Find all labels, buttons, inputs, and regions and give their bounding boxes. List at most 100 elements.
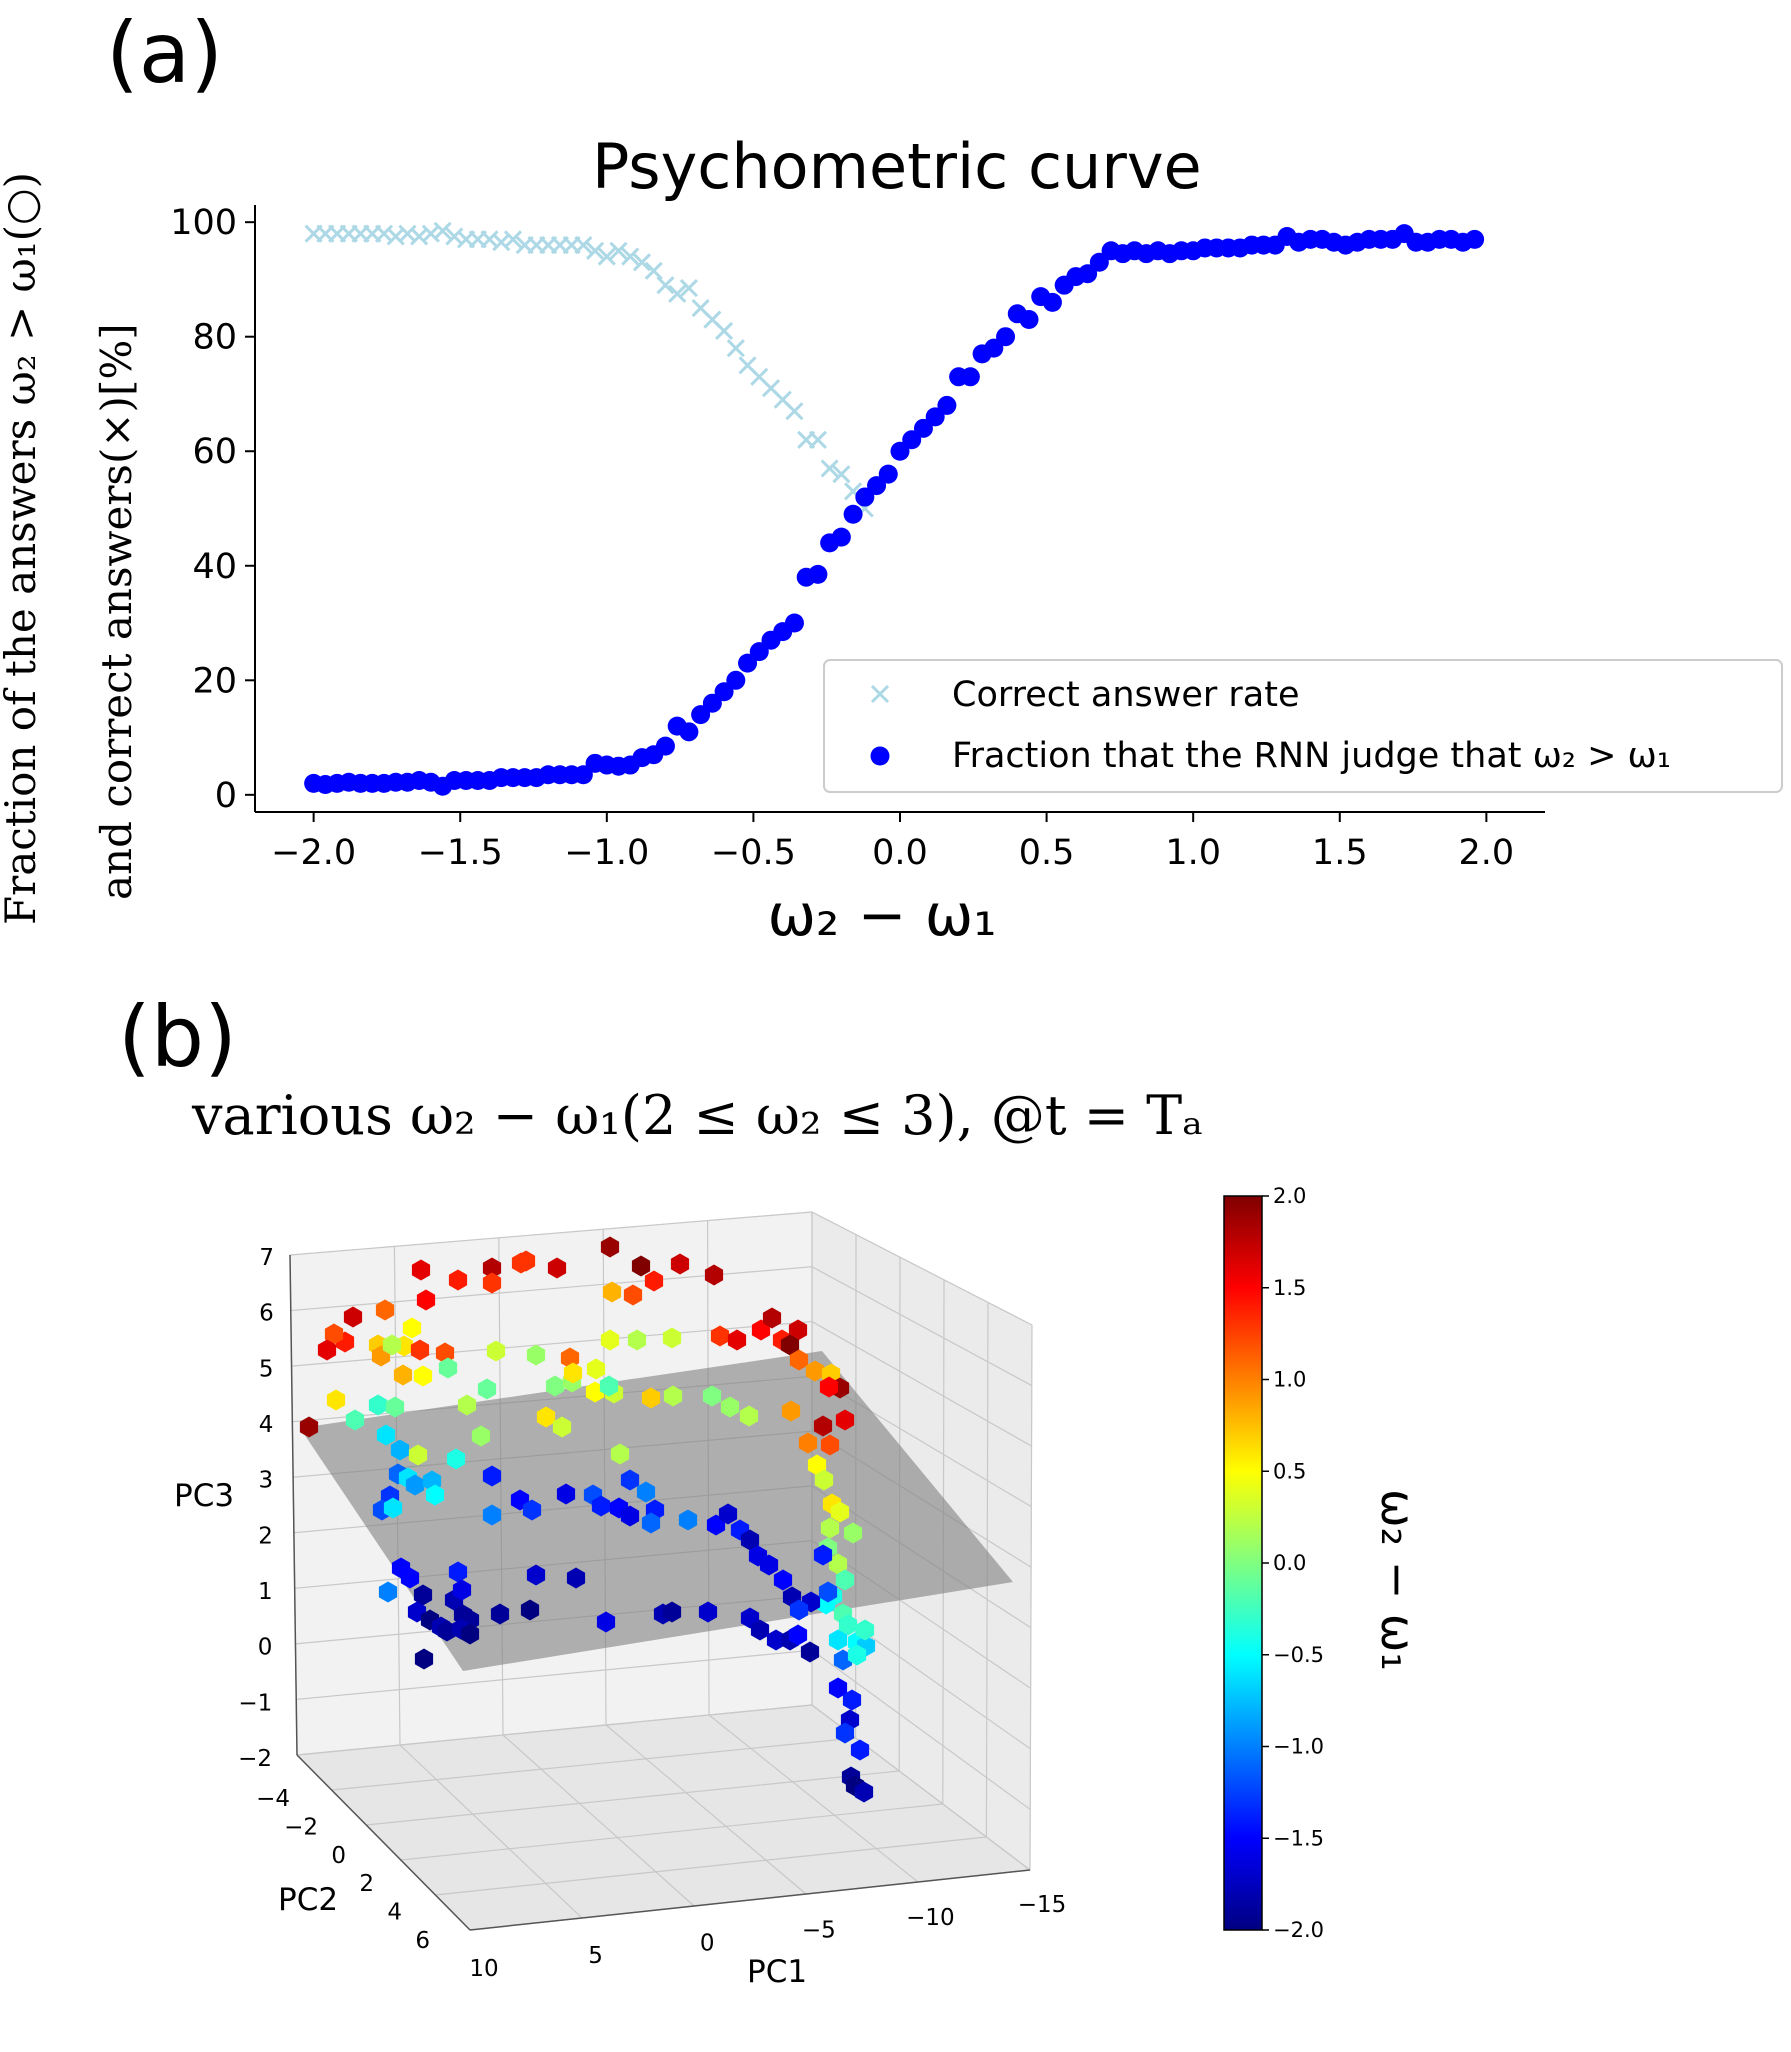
pc3-tick-label: −2 bbox=[238, 1746, 272, 1772]
pca-state-point bbox=[600, 1329, 620, 1351]
panel-b-label: (b) bbox=[118, 988, 237, 1086]
pca-state-point bbox=[510, 1489, 530, 1511]
pc1-tick-label: −10 bbox=[906, 1905, 955, 1931]
pc3-tick-label: −1 bbox=[238, 1690, 272, 1716]
pca-state-point bbox=[636, 1481, 656, 1503]
pca-state-point bbox=[845, 1775, 865, 1797]
pca-state-point bbox=[698, 1601, 718, 1623]
pca-state-point bbox=[788, 1624, 808, 1646]
grid-line bbox=[706, 1220, 710, 1716]
pc3-tick-label: 5 bbox=[259, 1356, 274, 1382]
grid-line bbox=[498, 1237, 504, 1736]
pca-state-point bbox=[835, 1569, 855, 1591]
pc2-tick-label: 6 bbox=[415, 1928, 430, 1954]
rnn-fraction-point bbox=[573, 765, 593, 785]
pca-state-point bbox=[425, 1484, 445, 1506]
pca-state-point bbox=[800, 1641, 820, 1663]
correct-rate-point bbox=[726, 339, 745, 358]
grid-line bbox=[811, 1594, 1031, 1750]
rnn-fraction-point bbox=[937, 395, 957, 415]
rnn-fraction-point bbox=[1465, 229, 1485, 249]
y-tick-label: 0 bbox=[215, 776, 237, 816]
pca-state-point bbox=[511, 1252, 531, 1274]
pca-state-point bbox=[526, 1344, 546, 1366]
chart-b-title: various ω₂ − ω₁(2 ≤ ω₂ ≤ 3), @t = Tₐ bbox=[192, 1084, 1204, 1147]
pca-state-point bbox=[391, 1557, 411, 1579]
pca-state-point bbox=[813, 1544, 833, 1566]
grid-line bbox=[296, 1649, 813, 1701]
chart-b-panes bbox=[289, 1211, 1033, 1931]
pc3-axis-label: PC3 bbox=[174, 1478, 234, 1514]
colorbar bbox=[1223, 1195, 1263, 1931]
rnn-fraction-point bbox=[1019, 310, 1039, 330]
correct-rate-point bbox=[808, 430, 827, 449]
pca-state-point bbox=[662, 1327, 682, 1349]
grid-line bbox=[811, 1540, 1032, 1689]
pca-state-point bbox=[486, 1340, 506, 1362]
pc1-axis-line bbox=[469, 1869, 1031, 1931]
legend-marker-correct bbox=[870, 684, 890, 704]
pca-state-point bbox=[820, 1517, 840, 1539]
pca-state-point bbox=[706, 1514, 726, 1536]
pca-state-point bbox=[382, 1334, 402, 1356]
rnn-fraction-point bbox=[749, 642, 769, 662]
grid-line bbox=[366, 1770, 900, 1826]
chart-b-points bbox=[299, 1236, 876, 1803]
pca-state-point bbox=[596, 1611, 616, 1633]
rnn-fraction-point bbox=[831, 527, 851, 547]
pca-state-point bbox=[740, 1607, 760, 1629]
grid-line bbox=[811, 1375, 1032, 1508]
pca-state-point bbox=[556, 1483, 576, 1505]
pca-state-point bbox=[413, 1584, 433, 1606]
pca-state-point bbox=[583, 1484, 603, 1506]
pca-state-point bbox=[645, 1499, 665, 1521]
pca-state-point bbox=[623, 1284, 643, 1306]
grid-line bbox=[295, 1594, 813, 1645]
pca-state-point bbox=[599, 1375, 619, 1397]
pca-state-point bbox=[678, 1509, 698, 1531]
pca-state-point bbox=[781, 1400, 801, 1422]
rnn-fraction-point bbox=[984, 338, 1004, 358]
pc1-axis-label: PC1 bbox=[747, 1954, 807, 1990]
pca-state-point bbox=[437, 1620, 457, 1642]
pc3-tick-label: 0 bbox=[258, 1635, 273, 1661]
chart-a-x-ticks: −2.0 −1.5 −1.0 −0.5 0.0 0.5 1.0 1.5 2.0 bbox=[271, 812, 1514, 873]
pca-state-point bbox=[641, 1512, 661, 1534]
pca-state-point bbox=[838, 1614, 858, 1636]
rnn-fraction-point bbox=[1089, 252, 1109, 272]
x-tick-label: 1.5 bbox=[1312, 833, 1368, 873]
chart-a-title: Psychometric curve bbox=[592, 130, 1202, 203]
pca-state-point bbox=[835, 1722, 855, 1744]
pca-state-point bbox=[856, 1635, 876, 1657]
pca-state-point bbox=[830, 1501, 850, 1523]
pca-state-point bbox=[400, 1567, 420, 1589]
y-tick-label: 60 bbox=[192, 432, 237, 472]
pc3-tick-label: 7 bbox=[259, 1245, 274, 1271]
pca-state-point bbox=[422, 1470, 442, 1492]
pca-state-point bbox=[704, 1264, 724, 1286]
pc2-tick-label: 0 bbox=[331, 1843, 346, 1869]
correct-rate-point bbox=[421, 224, 440, 243]
pca-state-point bbox=[451, 1618, 471, 1640]
pca-state-point bbox=[823, 1585, 843, 1607]
pca-state-point bbox=[438, 1357, 458, 1379]
y-tick-label: 40 bbox=[192, 547, 237, 587]
pca-state-point bbox=[376, 1424, 396, 1446]
grid-line bbox=[811, 1321, 1032, 1447]
pca-state-point bbox=[371, 1345, 391, 1367]
pca-state-point bbox=[520, 1599, 540, 1621]
pca-state-point bbox=[627, 1329, 647, 1351]
correct-rate-point bbox=[410, 227, 429, 246]
grid-line bbox=[811, 1704, 1031, 1871]
grid-line bbox=[811, 1430, 1032, 1568]
colorbar-tick-label: −0.5 bbox=[1273, 1643, 1324, 1667]
pca-state-point bbox=[833, 1603, 853, 1625]
pca-state-point bbox=[819, 1376, 839, 1398]
grid-line bbox=[811, 1649, 1031, 1810]
pca-state-point bbox=[383, 1497, 403, 1519]
rnn-fraction-point bbox=[784, 613, 804, 633]
grid-line bbox=[811, 1485, 1032, 1629]
pca-state-point bbox=[670, 1253, 690, 1275]
floor-pane bbox=[295, 1704, 1032, 1931]
rnn-fraction-point bbox=[902, 430, 922, 450]
